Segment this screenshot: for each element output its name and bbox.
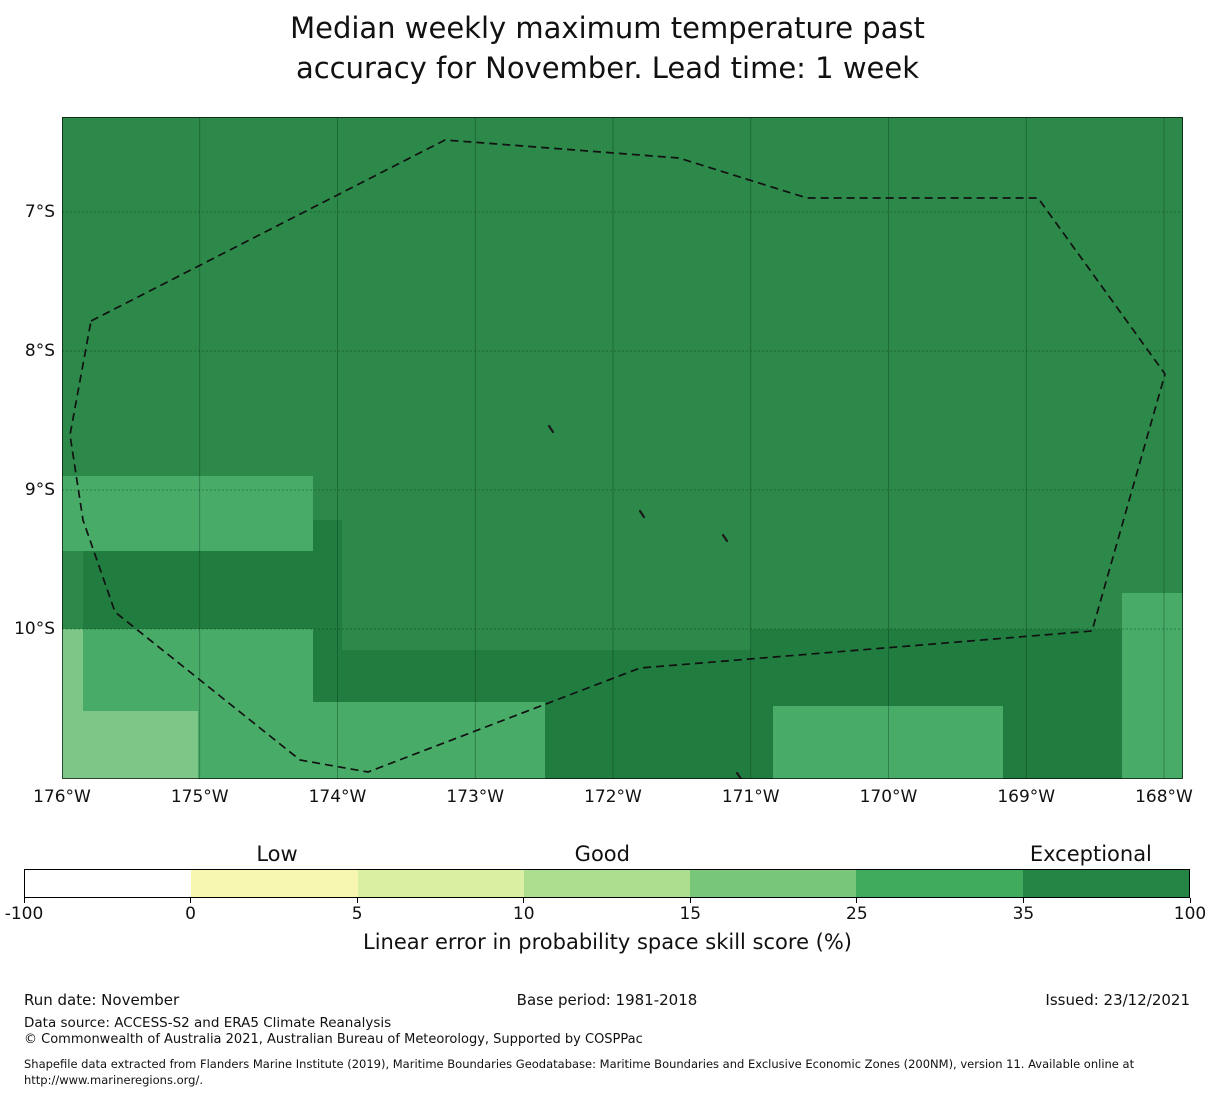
colorbar-tickmark	[689, 898, 691, 903]
colorbar-tick-label: 0	[185, 904, 196, 924]
y-tick-label: 10°S	[14, 619, 55, 639]
island-mark	[547, 424, 555, 434]
chart-title: Median weekly maximum temperature past a…	[0, 8, 1215, 88]
colorbar-ticks: -100 0 5 10 15 25 35 100	[5, 898, 1206, 924]
colorbar-quality-label-low: Low	[256, 842, 298, 866]
colorbar-tick-label: 15	[679, 904, 702, 924]
x-tick-label: 174°W	[308, 787, 367, 807]
data-source-text: Data source: ACCESS-S2 and ERA5 Climate …	[24, 1015, 392, 1031]
colorbar-tick-label: 5	[351, 904, 363, 924]
colorbar-quality-label-good: Good	[574, 842, 630, 866]
colorbar-tick-label: 10	[512, 904, 535, 924]
x-tick-label: 170°W	[859, 787, 918, 807]
x-tick-label: 168°W	[1135, 787, 1193, 807]
colorbar-tickmark	[523, 898, 525, 903]
chart-title-line2: accuracy for November. Lead time: 1 week	[295, 51, 920, 85]
skill-region-light-block-south-center	[773, 706, 1003, 779]
colorbar-tickmark	[190, 898, 192, 903]
colorbar-bin--100-0	[25, 870, 192, 897]
colorbar-bin-0-5	[191, 870, 358, 897]
y-tick-label: 7°S	[24, 202, 55, 222]
colorbar-tickmark	[356, 898, 358, 903]
skill-region-light-band-west	[62, 476, 313, 551]
colorbar-tickmark	[1022, 898, 1024, 903]
colorbar-quality-label-exceptional: Exceptional	[1029, 842, 1152, 866]
x-tick-label: 172°W	[584, 787, 642, 807]
island-mark	[721, 533, 729, 543]
colorbar	[24, 869, 1190, 898]
colorbar-tick-label: -100	[4, 904, 44, 924]
y-tick-label: 8°S	[24, 341, 55, 361]
colorbar-bin-5-10	[357, 870, 524, 897]
x-tick-label: 173°W	[446, 787, 505, 807]
island-mark	[638, 509, 646, 519]
skill-region-light-block-south-center-left	[313, 702, 545, 779]
y-tick-label: 9°S	[24, 480, 55, 500]
map-plot-area	[62, 117, 1183, 781]
map-border	[62, 117, 1183, 779]
colorbar-bin-10-15	[523, 870, 691, 897]
colorbar-axis-label: Linear error in probability space skill …	[363, 930, 852, 954]
colorbar-tickmark	[1189, 898, 1191, 903]
skill-region-light-column-east	[1122, 593, 1183, 779]
colorbar-tick-label: 100	[1173, 904, 1207, 924]
skill-region-pale-corner-southwest	[62, 711, 198, 779]
chart-title-line1: Median weekly maximum temperature past	[290, 11, 925, 45]
colorbar-tick-label: 35	[1012, 904, 1035, 924]
shapefile-note-text: Shapefile data extracted from Flanders M…	[24, 1057, 1135, 1087]
skill-region-pale-strip-west-edge	[62, 629, 83, 711]
x-tick-label: 169°W	[997, 787, 1056, 807]
skill-region-dark-band-west	[83, 551, 342, 629]
x-tick-label: 175°W	[170, 787, 229, 807]
colorbar-quality-labels: Low Good Exceptional	[24, 840, 1190, 868]
colorbar-tickmark	[856, 898, 858, 903]
base-period-text: Base period: 1981-2018	[516, 991, 698, 1009]
colorbar-bin-15-25	[690, 870, 857, 897]
x-tick-label: 171°W	[721, 787, 780, 807]
skill-score-map	[62, 117, 1183, 781]
colorbar-tick-label: 25	[846, 904, 868, 924]
copyright-text: © Commonwealth of Australia 2021, Austra…	[24, 1032, 643, 1047]
eez-boundary	[69, 139, 1166, 773]
colorbar-tickmark	[23, 898, 25, 903]
run-date-text: Run date: November	[24, 991, 180, 1009]
colorbar-bin-25-35	[856, 870, 1023, 897]
colorbar-bin-35-100	[1022, 870, 1189, 897]
issued-date-text: Issued: 23/12/2021	[1045, 991, 1190, 1009]
x-tick-label: 176°W	[33, 787, 91, 807]
